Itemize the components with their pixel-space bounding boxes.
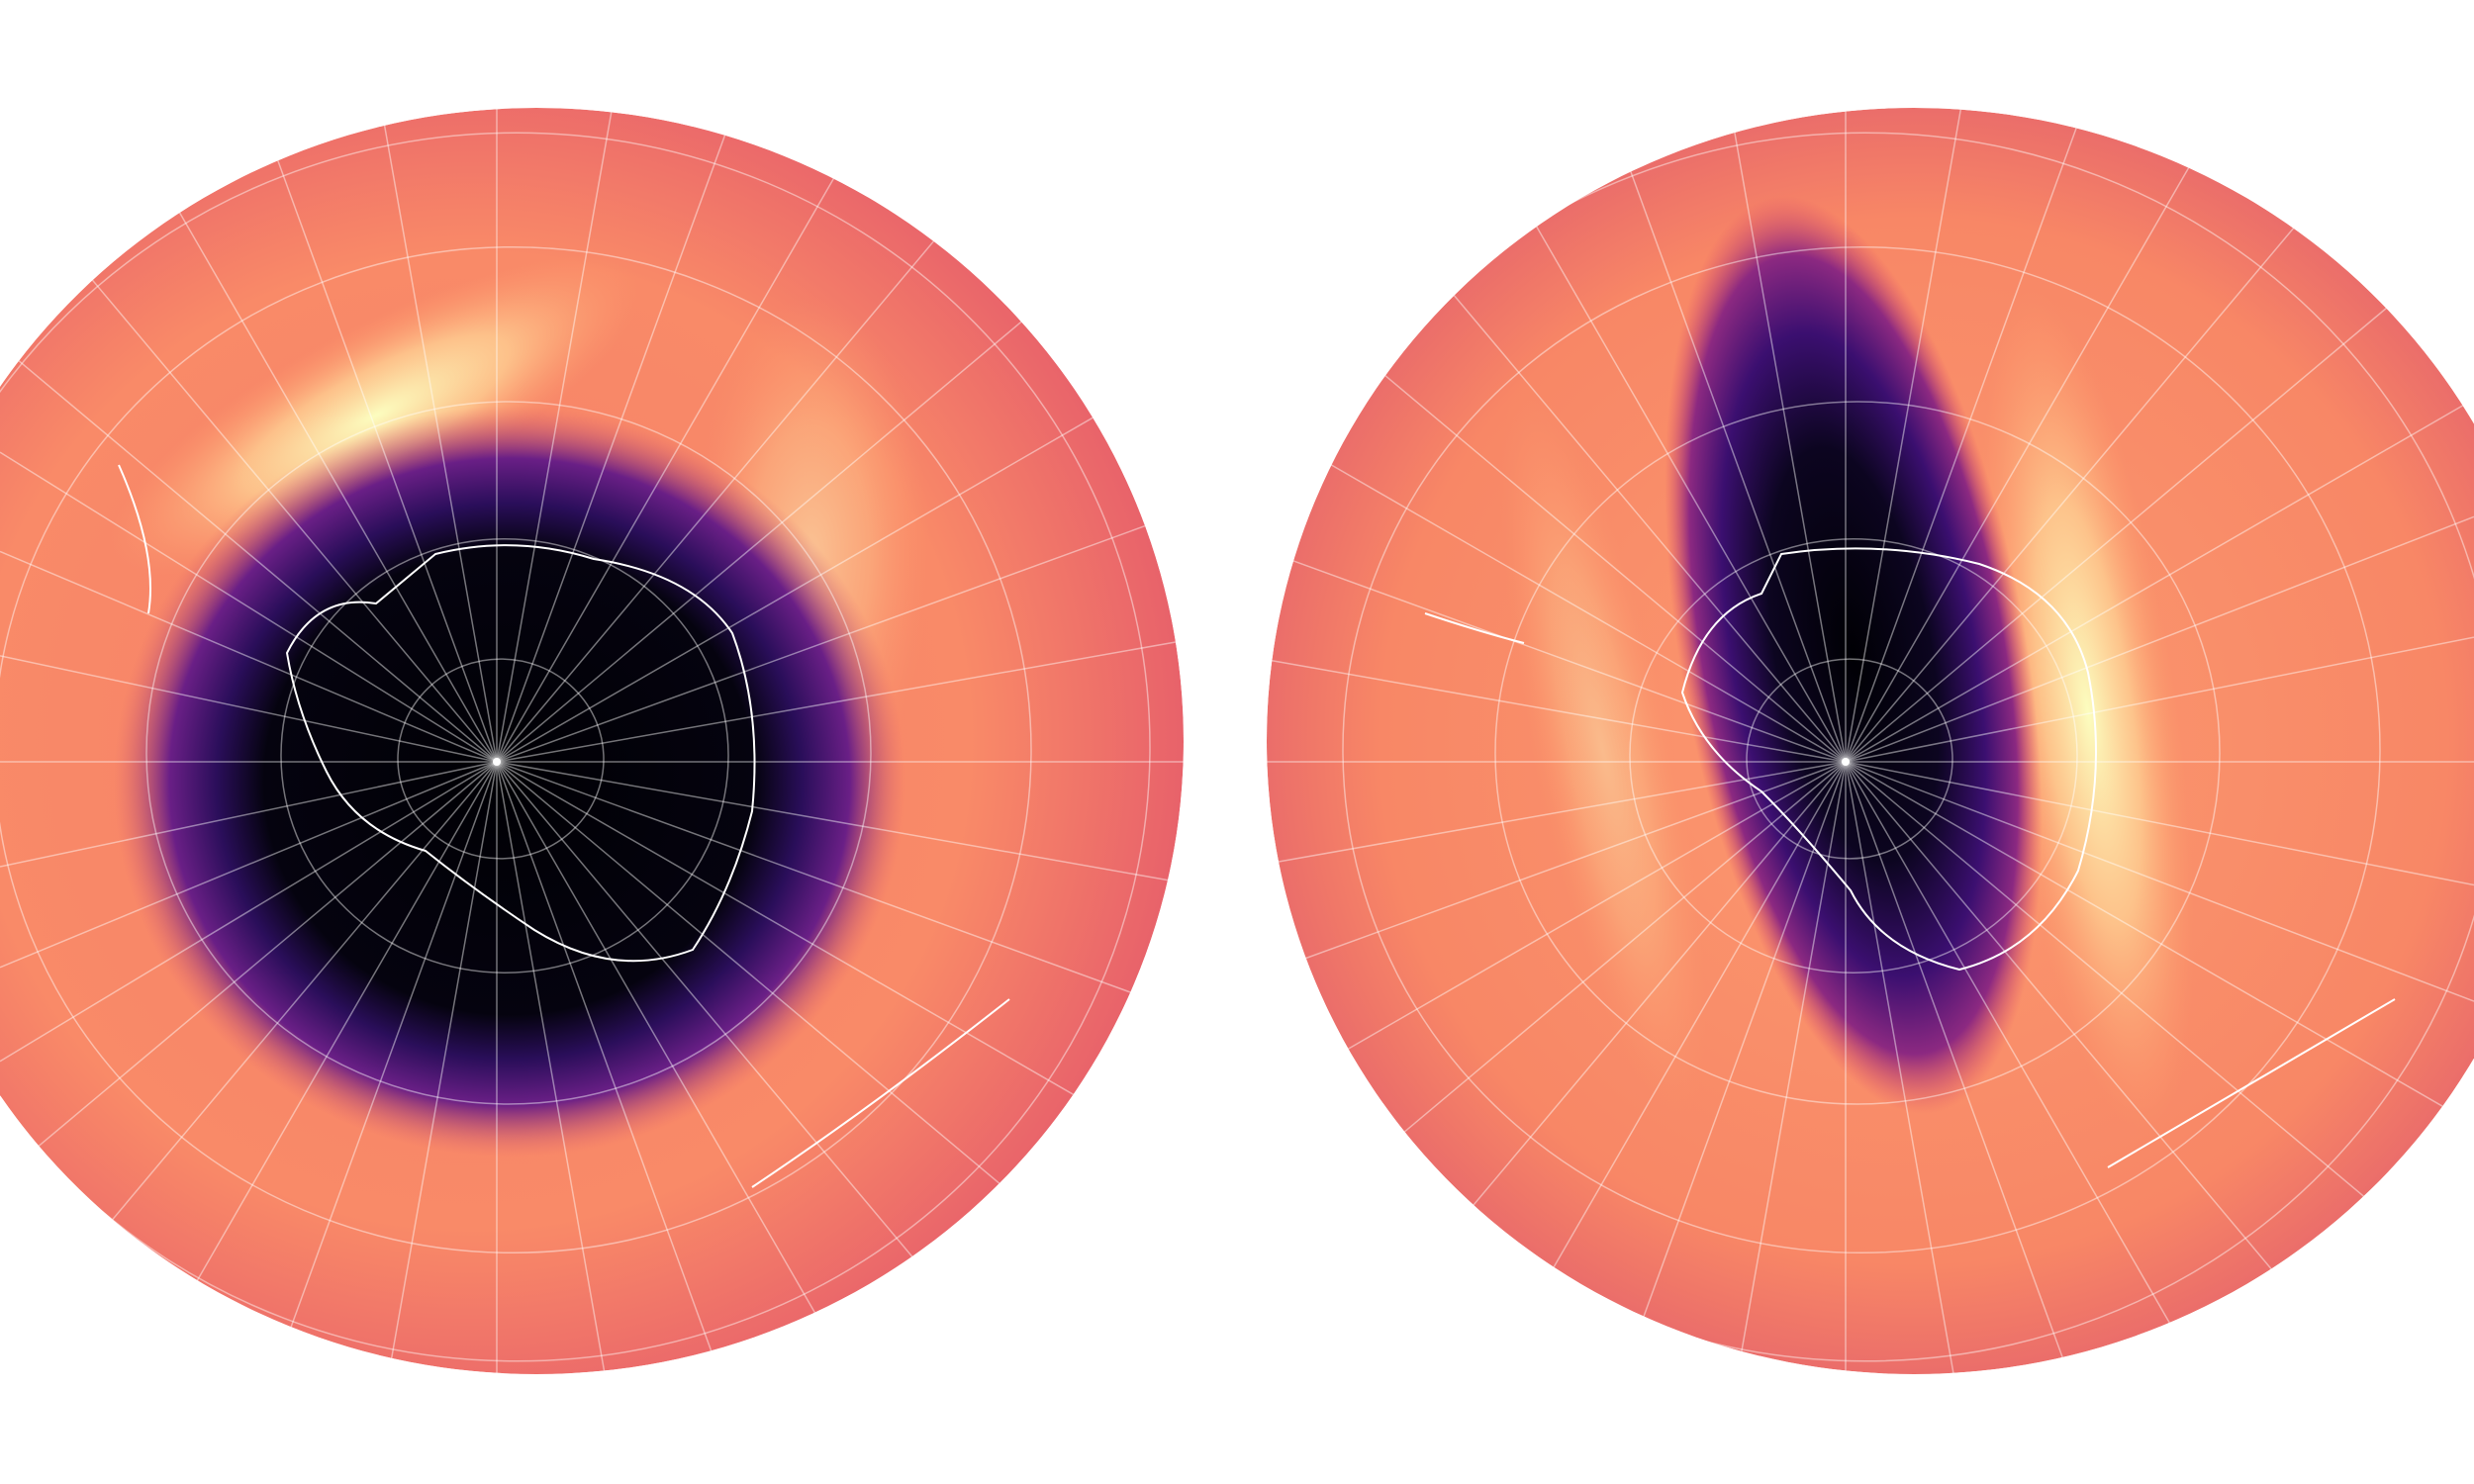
graticule <box>1267 109 2474 1373</box>
meridian-line <box>38 761 498 1147</box>
meridian-line <box>496 240 935 763</box>
meridian-line <box>383 125 498 763</box>
meridian-line <box>496 178 835 763</box>
meridian-line <box>1643 761 1847 1317</box>
meridian-line <box>1305 761 1847 960</box>
meridian-line <box>1348 761 1847 1050</box>
meridian-line <box>1331 464 1847 763</box>
parallel-line <box>145 401 872 1105</box>
meridian-line <box>1845 228 2295 763</box>
meridian-line <box>1845 761 1954 1373</box>
parallel-line <box>0 245 1032 1254</box>
parallel-line <box>280 538 729 974</box>
meridian-line <box>290 761 498 1328</box>
meridian-line <box>1845 128 2077 763</box>
meridian-line <box>1845 636 2474 763</box>
meridian-line <box>178 212 498 763</box>
meridian-line <box>496 641 1177 763</box>
meridian-line <box>1272 660 1847 763</box>
meridian-line <box>1845 405 2464 763</box>
meridian-line <box>1630 171 1847 763</box>
left-globe <box>0 108 1184 1374</box>
south-pole-marker <box>493 758 501 766</box>
meridian-line <box>390 761 498 1358</box>
right-globe <box>1267 108 2474 1374</box>
meridian-line <box>1845 761 2474 886</box>
high-ozone-band <box>1499 384 1707 1120</box>
meridian-line <box>1553 761 1847 1268</box>
meridian-line <box>496 112 613 763</box>
high-ozone-band <box>110 255 642 576</box>
ozone-hole <box>1665 196 2043 1114</box>
meridian-line <box>496 761 1131 993</box>
meridian-line <box>1292 560 1847 763</box>
meridian-line <box>1403 761 1847 1133</box>
meridian-line <box>496 524 1146 763</box>
meridian-line <box>91 279 498 763</box>
graticule <box>0 109 1184 1373</box>
meridian-line <box>0 761 498 1063</box>
meridian-line <box>1845 761 2474 1002</box>
meridian-line <box>496 761 1000 1184</box>
parallel-line <box>1746 658 1953 860</box>
antarctica-coastline <box>285 544 756 963</box>
ozone-hole <box>114 406 905 1158</box>
meridian-line <box>1741 761 1847 1352</box>
meridian-line <box>1845 761 2063 1358</box>
meridian-line <box>1473 761 1847 1206</box>
meridian-line <box>1845 761 2443 1107</box>
meridian-line <box>1845 167 2190 763</box>
meridian-line <box>496 761 816 1314</box>
meridian-line <box>496 761 713 1351</box>
parallel-line <box>1267 132 2474 1362</box>
meridian-line <box>496 135 726 763</box>
meridian-line <box>1278 761 1847 863</box>
meridian-line <box>1734 132 1847 763</box>
meridian-line <box>496 761 606 1371</box>
south-america-coastline <box>118 464 151 614</box>
australia-coastline <box>751 998 1010 1188</box>
parallel-line <box>1494 401 2221 1105</box>
parallel-line <box>0 132 1151 1362</box>
meridian-line <box>1845 761 2170 1324</box>
meridian-line <box>1845 109 1962 763</box>
antarctica-coastline <box>1680 547 2097 972</box>
parallel-line <box>397 658 605 860</box>
meridian-line <box>496 761 1169 881</box>
meridian-line <box>1845 761 2272 1270</box>
high-ozone-band <box>1981 291 2195 1134</box>
meridian-line <box>196 761 498 1281</box>
meridian-line <box>112 761 498 1221</box>
meridian-line <box>1845 515 2474 763</box>
meridian-line <box>0 550 498 763</box>
parallel-line <box>1629 538 2078 974</box>
parallel-line <box>1342 245 2381 1254</box>
meridian-line <box>18 360 498 763</box>
meridian-line <box>496 761 913 1257</box>
meridian-line <box>496 321 1022 763</box>
meridian-line <box>1453 295 1847 763</box>
meridian-line <box>0 655 498 763</box>
meridian-line <box>0 761 498 868</box>
meridian-line <box>1536 226 1847 763</box>
meridian-line <box>1845 761 2364 1197</box>
meridian-line <box>496 417 1094 763</box>
meridian-line <box>277 160 498 763</box>
australia-coastline <box>2107 998 2396 1168</box>
meridian-line <box>496 761 1074 1095</box>
meridian-line <box>1845 307 2387 763</box>
meridian-line <box>0 761 498 969</box>
south-pole-marker <box>1842 758 1850 766</box>
meridian-line <box>1384 375 1847 763</box>
meridian-line <box>0 451 498 763</box>
south-america-coastline <box>1424 612 1525 644</box>
